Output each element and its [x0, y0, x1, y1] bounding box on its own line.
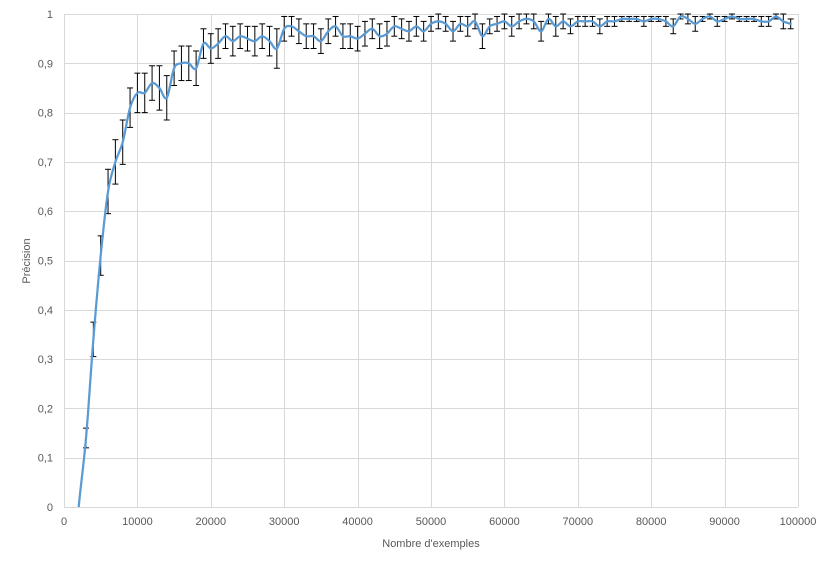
y-axis-title: Précision [21, 238, 33, 283]
y-tick-label: 0,1 [38, 453, 53, 465]
series-line-layer [77, 15, 792, 507]
tick-label-layer: 0 10000 20000 30000 40000 50000 60000 70000 8000… [38, 9, 817, 528]
y-tick-label: 1 [47, 9, 53, 21]
x-tick-label: 40000 [342, 516, 373, 528]
error-bar-layer [83, 13, 794, 449]
x-tick-label: 90000 [709, 516, 740, 528]
y-tick-label: 0,9 [38, 58, 53, 70]
y-tick-label: 0,4 [38, 305, 53, 317]
y-tick-label: 0,5 [38, 256, 53, 268]
precision-series-line [77, 15, 792, 507]
x-tick-label: 0 [61, 516, 67, 528]
y-tick-label: 0,2 [38, 403, 53, 415]
y-tick-label: 0 [47, 502, 53, 514]
x-tick-label: 20000 [196, 516, 227, 528]
x-axis-title: Nombre d'exemples [382, 538, 480, 550]
y-tick-label: 0,3 [38, 354, 53, 366]
x-tick-label: 100000 [780, 516, 817, 528]
y-tick-label: 0,7 [38, 157, 53, 169]
x-tick-label: 10000 [122, 516, 153, 528]
y-tick-label: 0,6 [38, 206, 53, 218]
grid-layer [64, 14, 799, 508]
x-tick-label: 50000 [416, 516, 447, 528]
x-tick-label: 70000 [563, 516, 594, 528]
y-tick-label: 0,8 [38, 108, 53, 120]
x-tick-label: 60000 [489, 516, 520, 528]
x-tick-label: 80000 [636, 516, 667, 528]
x-tick-label: 30000 [269, 516, 300, 528]
